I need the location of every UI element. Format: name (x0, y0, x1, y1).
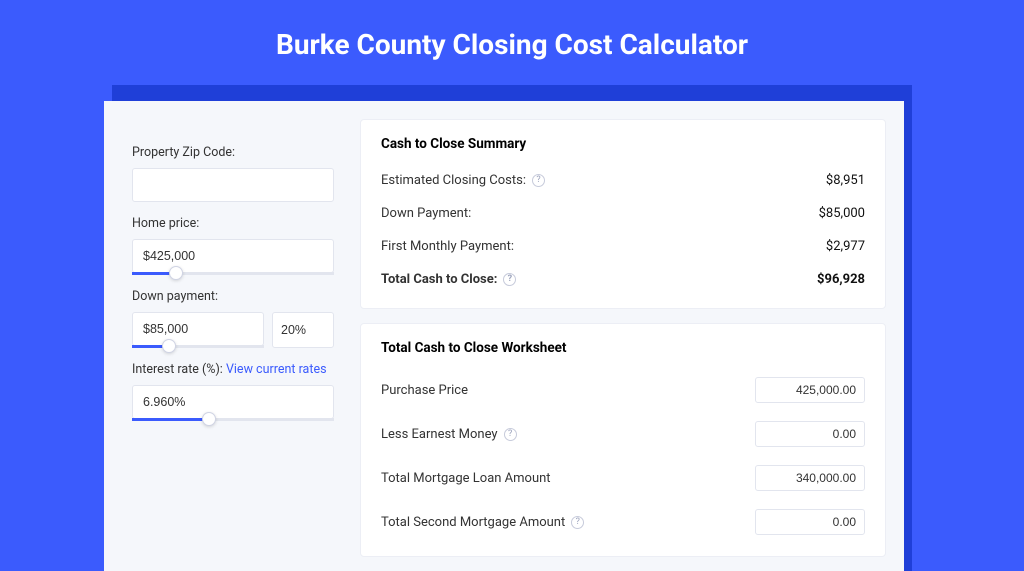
summary-row: First Monthly Payment: $2,977 (381, 230, 865, 263)
worksheet-row: Purchase Price (381, 368, 865, 412)
down-payment-label: Down payment: (132, 289, 334, 304)
interest-label: Interest rate (%): View current rates (132, 362, 334, 377)
summary-row: Down Payment: $85,000 (381, 197, 865, 230)
down-payment-group (132, 312, 264, 348)
home-price-label: Home price: (132, 216, 334, 231)
help-icon[interactable]: ? (571, 516, 584, 529)
worksheet-row-label: Total Mortgage Loan Amount (381, 471, 551, 486)
summary-row-label: Down Payment: (381, 206, 471, 221)
home-price-input[interactable] (132, 239, 334, 273)
worksheet-row-value[interactable] (755, 465, 865, 491)
help-icon[interactable]: ? (504, 428, 517, 441)
worksheet-title: Total Cash to Close Worksheet (381, 340, 865, 356)
inputs-column: Property Zip Code: Home price: Down paym… (104, 101, 354, 571)
down-payment-slider-thumb[interactable] (162, 339, 176, 353)
worksheet-row-value[interactable] (755, 377, 865, 403)
interest-input[interactable] (132, 385, 334, 419)
summary-panel: Cash to Close Summary Estimated Closing … (360, 119, 886, 309)
home-price-slider-thumb[interactable] (169, 266, 183, 280)
worksheet-panel: Total Cash to Close Worksheet Purchase P… (360, 323, 886, 557)
down-payment-pct-input[interactable] (272, 312, 334, 348)
summary-total-value: $96,928 (817, 272, 865, 287)
help-icon[interactable]: ? (532, 174, 545, 187)
interest-label-text: Interest rate (%): (132, 362, 226, 377)
interest-slider-thumb[interactable] (202, 412, 216, 426)
worksheet-row: Total Mortgage Loan Amount (381, 456, 865, 500)
page-title: Burke County Closing Cost Calculator (0, 0, 1024, 85)
card-shadow: Property Zip Code: Home price: Down paym… (112, 85, 912, 571)
interest-slider-fill (132, 418, 209, 421)
zip-input[interactable] (132, 168, 334, 202)
worksheet-row: Total Second Mortgage Amount ? (381, 500, 865, 544)
summary-total-row: Total Cash to Close: ? $96,928 (381, 263, 865, 296)
home-price-group (132, 239, 334, 275)
summary-title: Cash to Close Summary (381, 136, 865, 152)
summary-row-value: $85,000 (819, 206, 865, 221)
view-rates-link[interactable]: View current rates (226, 362, 327, 377)
home-price-slider[interactable] (132, 272, 334, 275)
down-payment-slider[interactable] (132, 345, 264, 348)
summary-total-label: Total Cash to Close: (381, 272, 497, 287)
zip-label: Property Zip Code: (132, 145, 334, 160)
summary-row-value: $2,977 (826, 239, 865, 254)
summary-row-label: Estimated Closing Costs: (381, 173, 526, 188)
worksheet-row-label: Purchase Price (381, 383, 468, 398)
worksheet-row: Less Earnest Money ? (381, 412, 865, 456)
summary-row-value: $8,951 (826, 173, 865, 188)
interest-slider[interactable] (132, 418, 334, 421)
interest-group (132, 385, 334, 421)
worksheet-row-label: Total Second Mortgage Amount (381, 515, 565, 530)
help-icon[interactable]: ? (503, 273, 516, 286)
worksheet-row-value[interactable] (755, 509, 865, 535)
summary-row-label: First Monthly Payment: (381, 239, 514, 254)
worksheet-row-value[interactable] (755, 421, 865, 447)
worksheet-row-label: Less Earnest Money (381, 427, 498, 442)
down-payment-input[interactable] (132, 312, 264, 346)
results-column: Cash to Close Summary Estimated Closing … (354, 101, 904, 571)
down-payment-row (132, 312, 334, 348)
summary-row: Estimated Closing Costs: ? $8,951 (381, 164, 865, 197)
calculator-card: Property Zip Code: Home price: Down paym… (104, 101, 904, 571)
